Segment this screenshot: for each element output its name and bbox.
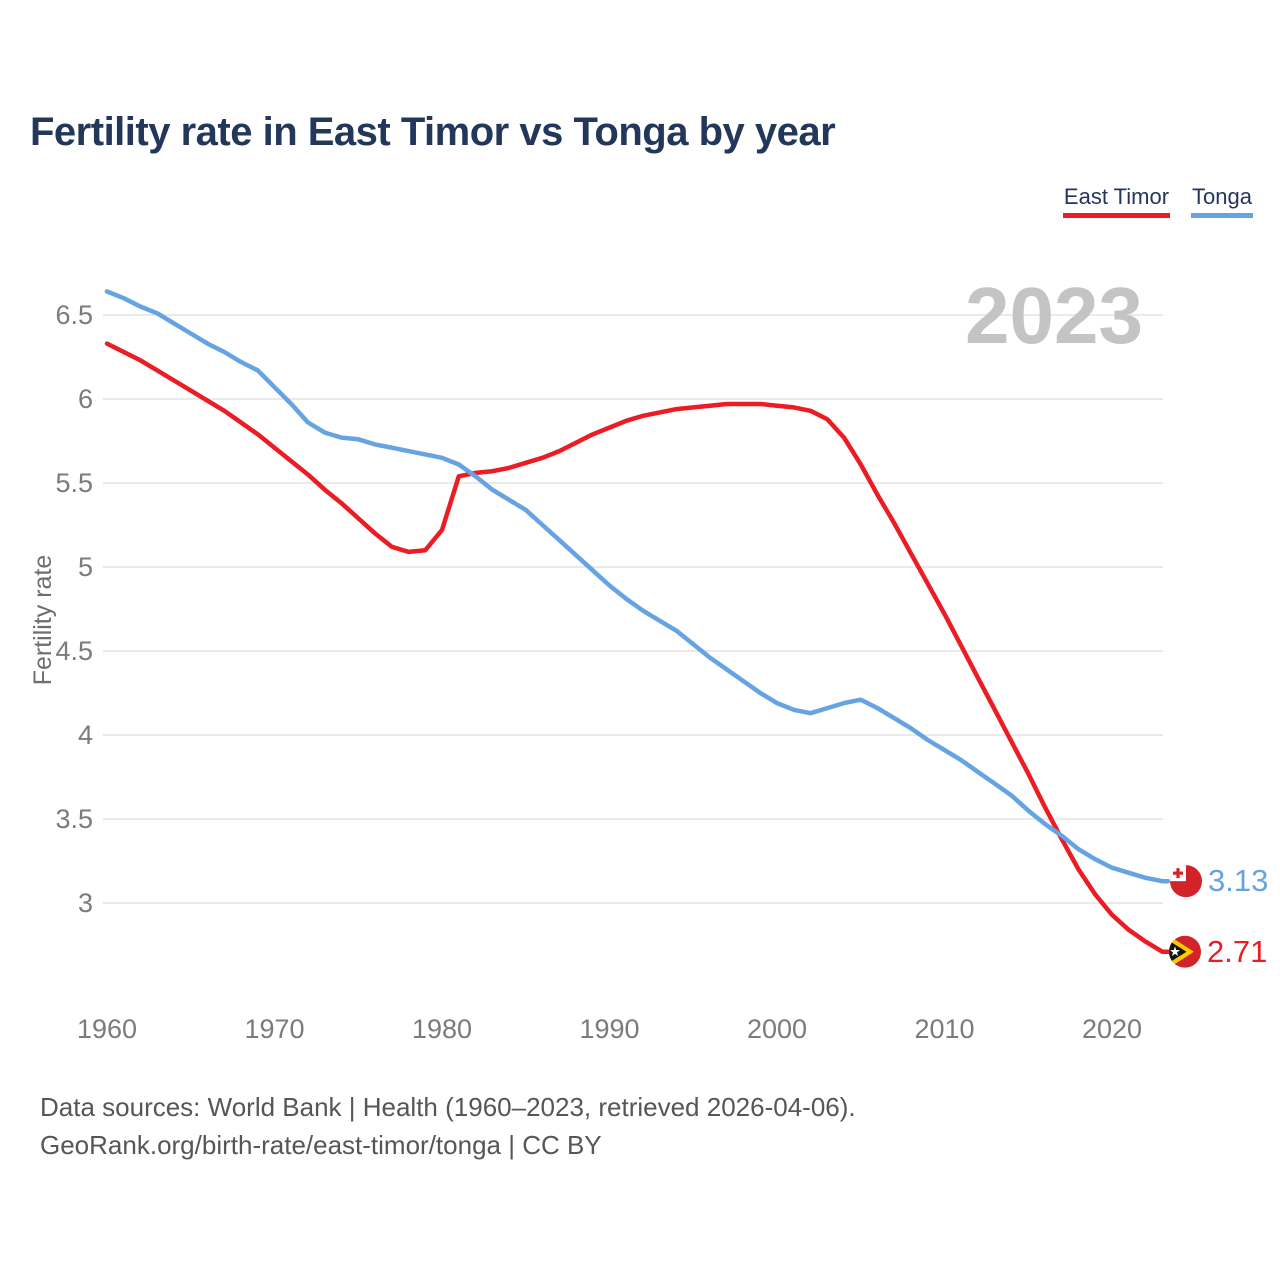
y-tick-label: 3: [78, 888, 93, 918]
end-value-east-timor: 2.71: [1207, 933, 1268, 969]
legend-item-tonga[interactable]: Tonga: [1191, 184, 1253, 218]
y-tick-label: 6: [78, 384, 93, 414]
chart-title: Fertility rate in East Timor vs Tonga by…: [30, 110, 836, 154]
y-tick-label: 5: [78, 552, 93, 582]
source-line-1: Data sources: World Bank | Health (1960–…: [40, 1092, 856, 1122]
legend-swatch-tonga: [1191, 213, 1253, 218]
y-axis-title: Fertility rate: [29, 554, 57, 686]
legend: East Timor Tonga: [1062, 184, 1253, 218]
y-tick-label: 3.5: [55, 804, 93, 834]
east-timor-flag-icon: [1169, 935, 1201, 968]
x-tick-label: 1970: [244, 1014, 304, 1044]
end-value-tonga: 3.13: [1208, 863, 1269, 899]
x-tick-label: 2010: [914, 1014, 974, 1044]
y-tick-label: 4.5: [55, 636, 93, 666]
legend-label-tonga: Tonga: [1192, 184, 1252, 209]
watermark-year: 2023: [965, 271, 1143, 360]
y-tick-label: 5.5: [55, 468, 93, 498]
x-tick-label: 1990: [579, 1014, 639, 1044]
x-tick-label: 2020: [1082, 1014, 1142, 1044]
y-tick-label: 6.5: [55, 300, 93, 330]
series-line-east-timor: [104, 341, 1171, 954]
source-line-2: GeoRank.org/birth-rate/east-timor/tonga …: [40, 1130, 602, 1160]
tonga-flag-icon: [1170, 865, 1202, 898]
x-tick-label: 1960: [77, 1014, 137, 1044]
legend-item-east-timor[interactable]: East Timor: [1062, 184, 1171, 218]
legend-label-east-timor: East Timor: [1063, 184, 1170, 209]
source-text: Data sources: World Bank | Health (1960–…: [40, 1088, 856, 1164]
legend-swatch-east-timor: [1062, 213, 1171, 218]
series-line-tonga: [104, 289, 1171, 884]
y-tick-label: 4: [78, 720, 93, 750]
x-tick-label: 1980: [412, 1014, 472, 1044]
x-tick-label: 2000: [747, 1014, 807, 1044]
